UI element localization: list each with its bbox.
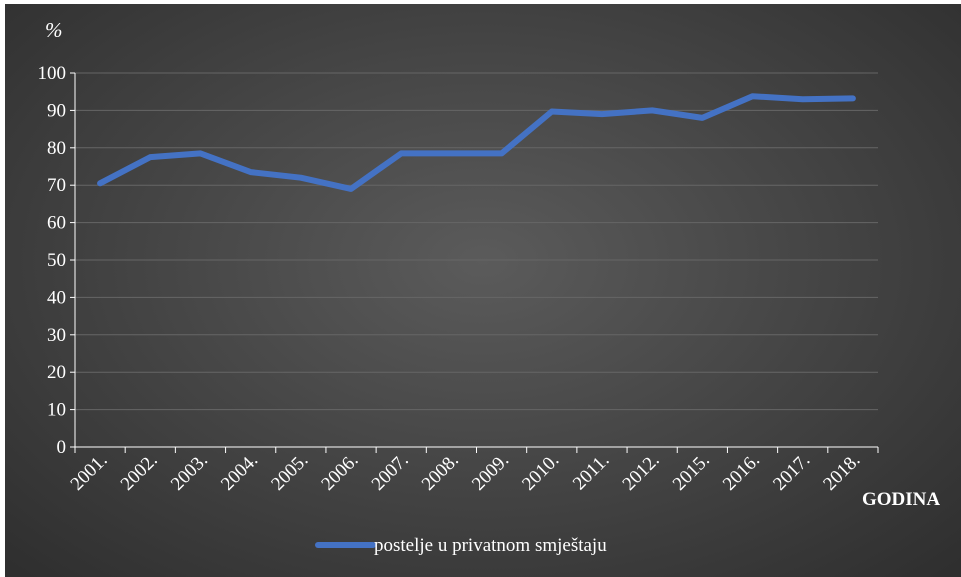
x-tick-label: 2017. <box>769 450 814 495</box>
series-line <box>97 93 856 192</box>
legend: postelje u privatnom smještaju <box>315 535 607 556</box>
y-tick-label: 70 <box>47 175 66 196</box>
y-axis-unit-label: % <box>45 18 63 42</box>
chart-area: 0 10 20 30 40 50 60 70 80 90 100 2001. 2002. 2003. 20… <box>5 4 961 577</box>
x-tick-label: 2015. <box>669 450 714 495</box>
x-tick-label: 2007. <box>368 450 413 495</box>
x-tick-label: 2009. <box>468 450 513 495</box>
y-tick-label: 20 <box>47 362 66 383</box>
legend-entry-label: postelje u privatnom smještaju <box>374 535 607 556</box>
x-tick-label: 2002. <box>117 450 162 495</box>
x-axis-title: GODINA <box>862 489 940 510</box>
x-tick-label: 2011. <box>569 450 614 495</box>
x-tick-label: 2003. <box>167 450 212 495</box>
x-tick-label: 2008. <box>418 450 463 495</box>
y-tick-label: 60 <box>47 213 66 234</box>
y-tick-label: 10 <box>47 400 66 421</box>
gridlines <box>75 72 878 411</box>
x-tick-label: 2006. <box>317 450 362 495</box>
y-tick-label: 90 <box>47 100 66 121</box>
y-tick-label: 80 <box>47 138 66 159</box>
y-tick-label: 50 <box>47 250 66 271</box>
x-tick-label: 2016. <box>719 450 764 495</box>
x-tick-label: 2004. <box>217 450 262 495</box>
y-tick-label: 30 <box>47 325 66 346</box>
y-axis: 0 10 20 30 40 50 60 70 80 90 100 <box>38 63 76 458</box>
x-axis: 2001. 2002. 2003. 2004. 2005. 2006. 2007. 2008.… <box>67 446 879 495</box>
x-tick-label: 2018. <box>819 450 864 495</box>
y-tick-label: 100 <box>38 63 67 84</box>
y-tick-label: 40 <box>47 287 66 308</box>
x-tick-label: 2012. <box>619 450 664 495</box>
x-tick-label: 2005. <box>267 450 312 495</box>
series-group <box>97 93 856 192</box>
y-tick-label: 0 <box>57 437 67 458</box>
x-tick-label: 2010. <box>518 450 563 495</box>
x-tick-label: 2001. <box>67 450 112 495</box>
